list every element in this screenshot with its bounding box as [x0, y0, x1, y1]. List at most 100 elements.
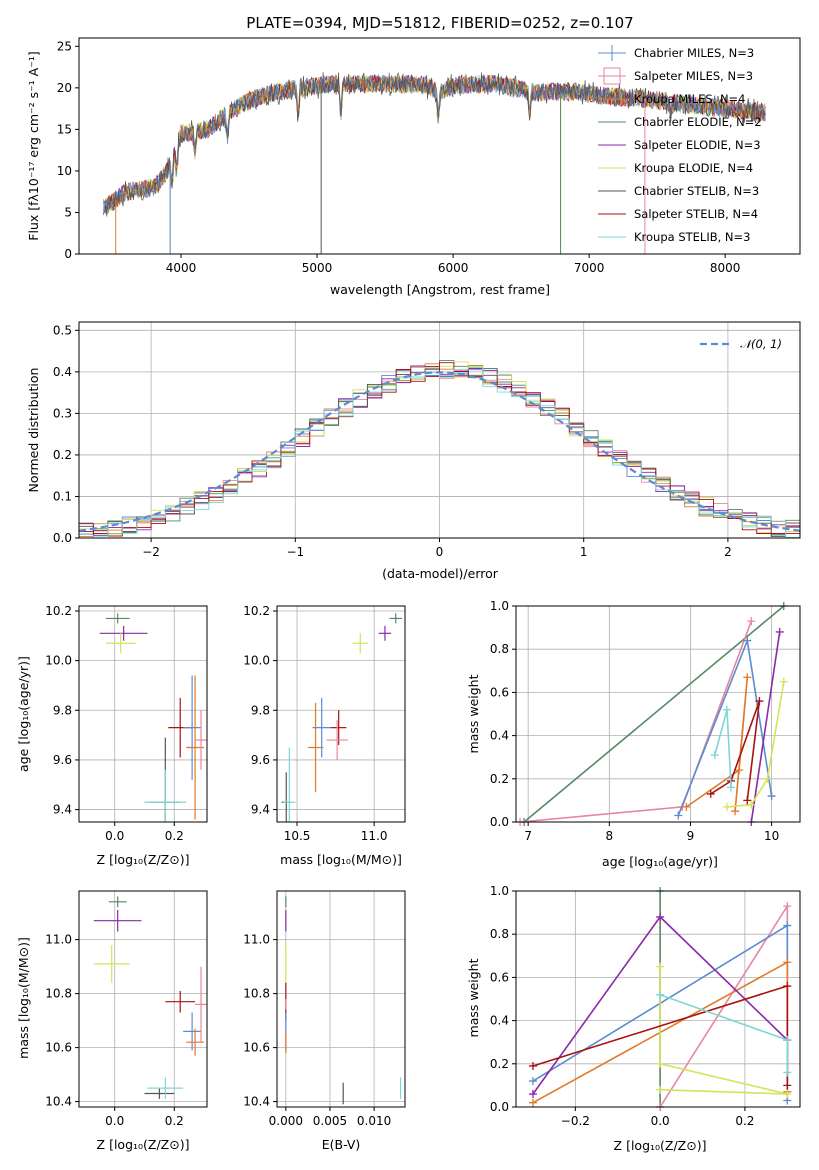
spectrum-xtick-label: 4000 [166, 261, 197, 275]
weight-vs-age-marker [743, 636, 752, 645]
weight-vs-age-series-line [710, 700, 761, 801]
age-vs-mass-point [283, 747, 296, 822]
weight-vs-Z-panel: −0.2 0.0 0.2 0.0 0.2 0.4 0.6 0.8 1.0 [490, 884, 801, 1128]
residuals-panel: −2 −1 0 1 2 0.0 0.1 0.2 0.3 0.4 0.5 [53, 321, 801, 559]
weight-vs-Z-ylabel: mass weight [466, 958, 481, 1037]
age-vs-mass-ytick-label: 10.0 [243, 654, 270, 668]
mass-vs-Z-point [93, 909, 142, 932]
age-vs-Z-ytick-label: 10.2 [45, 604, 72, 618]
mass-vs-EBV-ytick-label: 10.8 [243, 987, 270, 1001]
spectrum-xtick-label: 7000 [574, 261, 605, 275]
legend-entry: Chabrier STELIB, NSSP=3 [634, 184, 759, 198]
legend-entry: Chabrier MILES, NSSP=3 [634, 46, 754, 60]
mass-vs-Z-ytick-label: 10.4 [45, 1095, 72, 1109]
weight-vs-Z-marker [783, 958, 792, 967]
weight-vs-Z-marker [656, 1085, 665, 1094]
residuals-xtick-label: −1 [286, 545, 304, 559]
weight-vs-Z-marker [783, 902, 792, 911]
legend-entry: Kroupa STELIB, NSSP=3 [634, 230, 751, 244]
age-vs-mass-point [389, 613, 402, 624]
residuals-ytick-label: 0.4 [53, 365, 72, 379]
mass-vs-EBV-xtick-label: 0.010 [357, 1114, 391, 1128]
residuals-xtick-label: 2 [724, 545, 732, 559]
age-vs-Z-ylabel: age [log₁₀(age/yr)] [16, 656, 31, 772]
age-vs-Z-grid [79, 606, 207, 822]
spectrum-xtick-label: 5000 [302, 261, 333, 275]
mass-vs-Z-point [147, 1077, 184, 1099]
weight-vs-age-marker [727, 783, 736, 792]
weight-vs-age-frame [515, 605, 801, 823]
legend-entry: Chabrier ELODIE, NSSP=2 [634, 115, 762, 129]
weight-vs-age-xtick-label: 10 [764, 829, 779, 843]
age-vs-mass-ytick-label: 10.2 [243, 604, 270, 618]
mass-vs-Z-xlabel: Z [log₁₀(Z/Z⊙)] [97, 1137, 190, 1152]
weight-vs-age-ytick-label: 0.6 [490, 685, 509, 699]
residuals-xtick-label: 0 [436, 545, 444, 559]
age-vs-mass-point [330, 710, 347, 746]
mass-vs-Z-panel: 0.0 0.2 10.4 10.6 10.8 11.0 [45, 890, 208, 1128]
mass-vs-Z-ytick-label: 10.8 [45, 987, 72, 1001]
weight-vs-age-series-line [523, 606, 785, 822]
weight-vs-age-marker [722, 705, 731, 714]
weight-vs-age-series-line [685, 677, 749, 812]
mass-vs-EBV-xlabel: E(B-V) [322, 1137, 361, 1152]
age-vs-Z-ytick-label: 9.6 [53, 753, 72, 767]
mass-vs-EBV-xtick-label: 0.005 [313, 1114, 347, 1128]
spectrum-ytick-label: 10 [57, 164, 72, 178]
residuals-ytick-label: 0.0 [53, 531, 72, 545]
legend-entry: Salpeter STELIB, NSSP=4 [634, 207, 758, 221]
residuals-ytick-label: 0.2 [53, 448, 72, 462]
weight-vs-age-marker [747, 617, 756, 626]
age-vs-Z-ytick-label: 10.0 [45, 654, 72, 668]
age-vs-mass-xlabel: mass [log₁₀(M/M⊙)] [280, 852, 402, 867]
legend-entry: Salpeter ELODIE, NSSP=3 [634, 138, 761, 152]
weight-vs-age-series-line [677, 637, 773, 816]
weight-vs-Z-marker [783, 1090, 792, 1099]
age-vs-mass-panel: 10.5 11.0 9.4 9.6 9.8 10.0 10.2 [243, 604, 406, 843]
age-vs-Z-ytick-label: 9.4 [53, 803, 72, 817]
weight-vs-age-xlabel: age [log₁₀(age/yr)] [602, 854, 718, 869]
weight-vs-age-marker [706, 789, 715, 798]
mass-vs-Z-point [93, 945, 130, 983]
weight-vs-Z-ytick-label: 0.8 [490, 927, 509, 941]
legend-entry: Salpeter MILES, NSSP=3 [634, 69, 753, 83]
weight-vs-age-marker [735, 766, 744, 775]
mass-vs-Z-grid [79, 891, 207, 1107]
age-vs-mass-xtick-label: 10.5 [284, 829, 311, 843]
spectrum-panel: 4000 5000 6000 7000 8000 0 5 10 15 20 25 [57, 37, 801, 275]
age-vs-mass-ytick-label: 9.6 [251, 753, 270, 767]
weight-vs-age-ytick-label: 0.2 [490, 772, 509, 786]
weight-vs-age-series-line [520, 620, 753, 822]
age-vs-Z-point [144, 769, 187, 822]
weight-vs-age-ytick-label: 0.8 [490, 642, 509, 656]
residuals-legend: 𝒩(0, 1) [700, 337, 782, 351]
age-vs-Z-ytick-label: 9.8 [53, 703, 72, 717]
weight-vs-Z-ytick-label: 1.0 [490, 884, 509, 898]
mass-vs-EBV-frame [276, 890, 406, 1108]
weight-vs-Z-series-line [659, 966, 788, 1095]
age-vs-Z-point [99, 625, 148, 641]
weight-vs-Z-grid [516, 890, 800, 1108]
mass-vs-Z-ytick-label: 11.0 [45, 933, 72, 947]
weight-vs-age-series-line [714, 709, 732, 788]
weight-vs-Z-xtick-label: −0.2 [561, 1114, 590, 1128]
age-vs-Z-xlabel: Z [log₁₀(Z/Z⊙)] [97, 852, 190, 867]
mass-vs-EBV-grid [277, 891, 405, 1107]
age-vs-mass-xtick-label: 11.0 [361, 829, 388, 843]
weight-vs-age-marker [743, 673, 752, 682]
spectrum-ytick-label: 5 [64, 205, 72, 219]
weight-vs-age-xtick-label: 9 [687, 829, 695, 843]
age-vs-mass-grid [277, 606, 405, 822]
spectrum-series-line [103, 73, 766, 213]
weight-vs-Z-marker [783, 982, 792, 991]
weight-vs-Z-marker [656, 962, 665, 971]
residuals-ytick-label: 0.3 [53, 406, 72, 420]
age-vs-mass-point [352, 633, 368, 654]
weight-vs-age-marker [710, 751, 719, 760]
age-vs-Z-point [195, 710, 207, 770]
weight-vs-age-marker [674, 811, 683, 820]
mass-vs-EBV-xtick-label: 0.000 [269, 1114, 303, 1128]
weight-vs-Z-ytick-label: 0.2 [490, 1057, 509, 1071]
age-vs-Z-xtick-label: 0.0 [105, 829, 124, 843]
residuals-xtick-label: 1 [580, 545, 588, 559]
